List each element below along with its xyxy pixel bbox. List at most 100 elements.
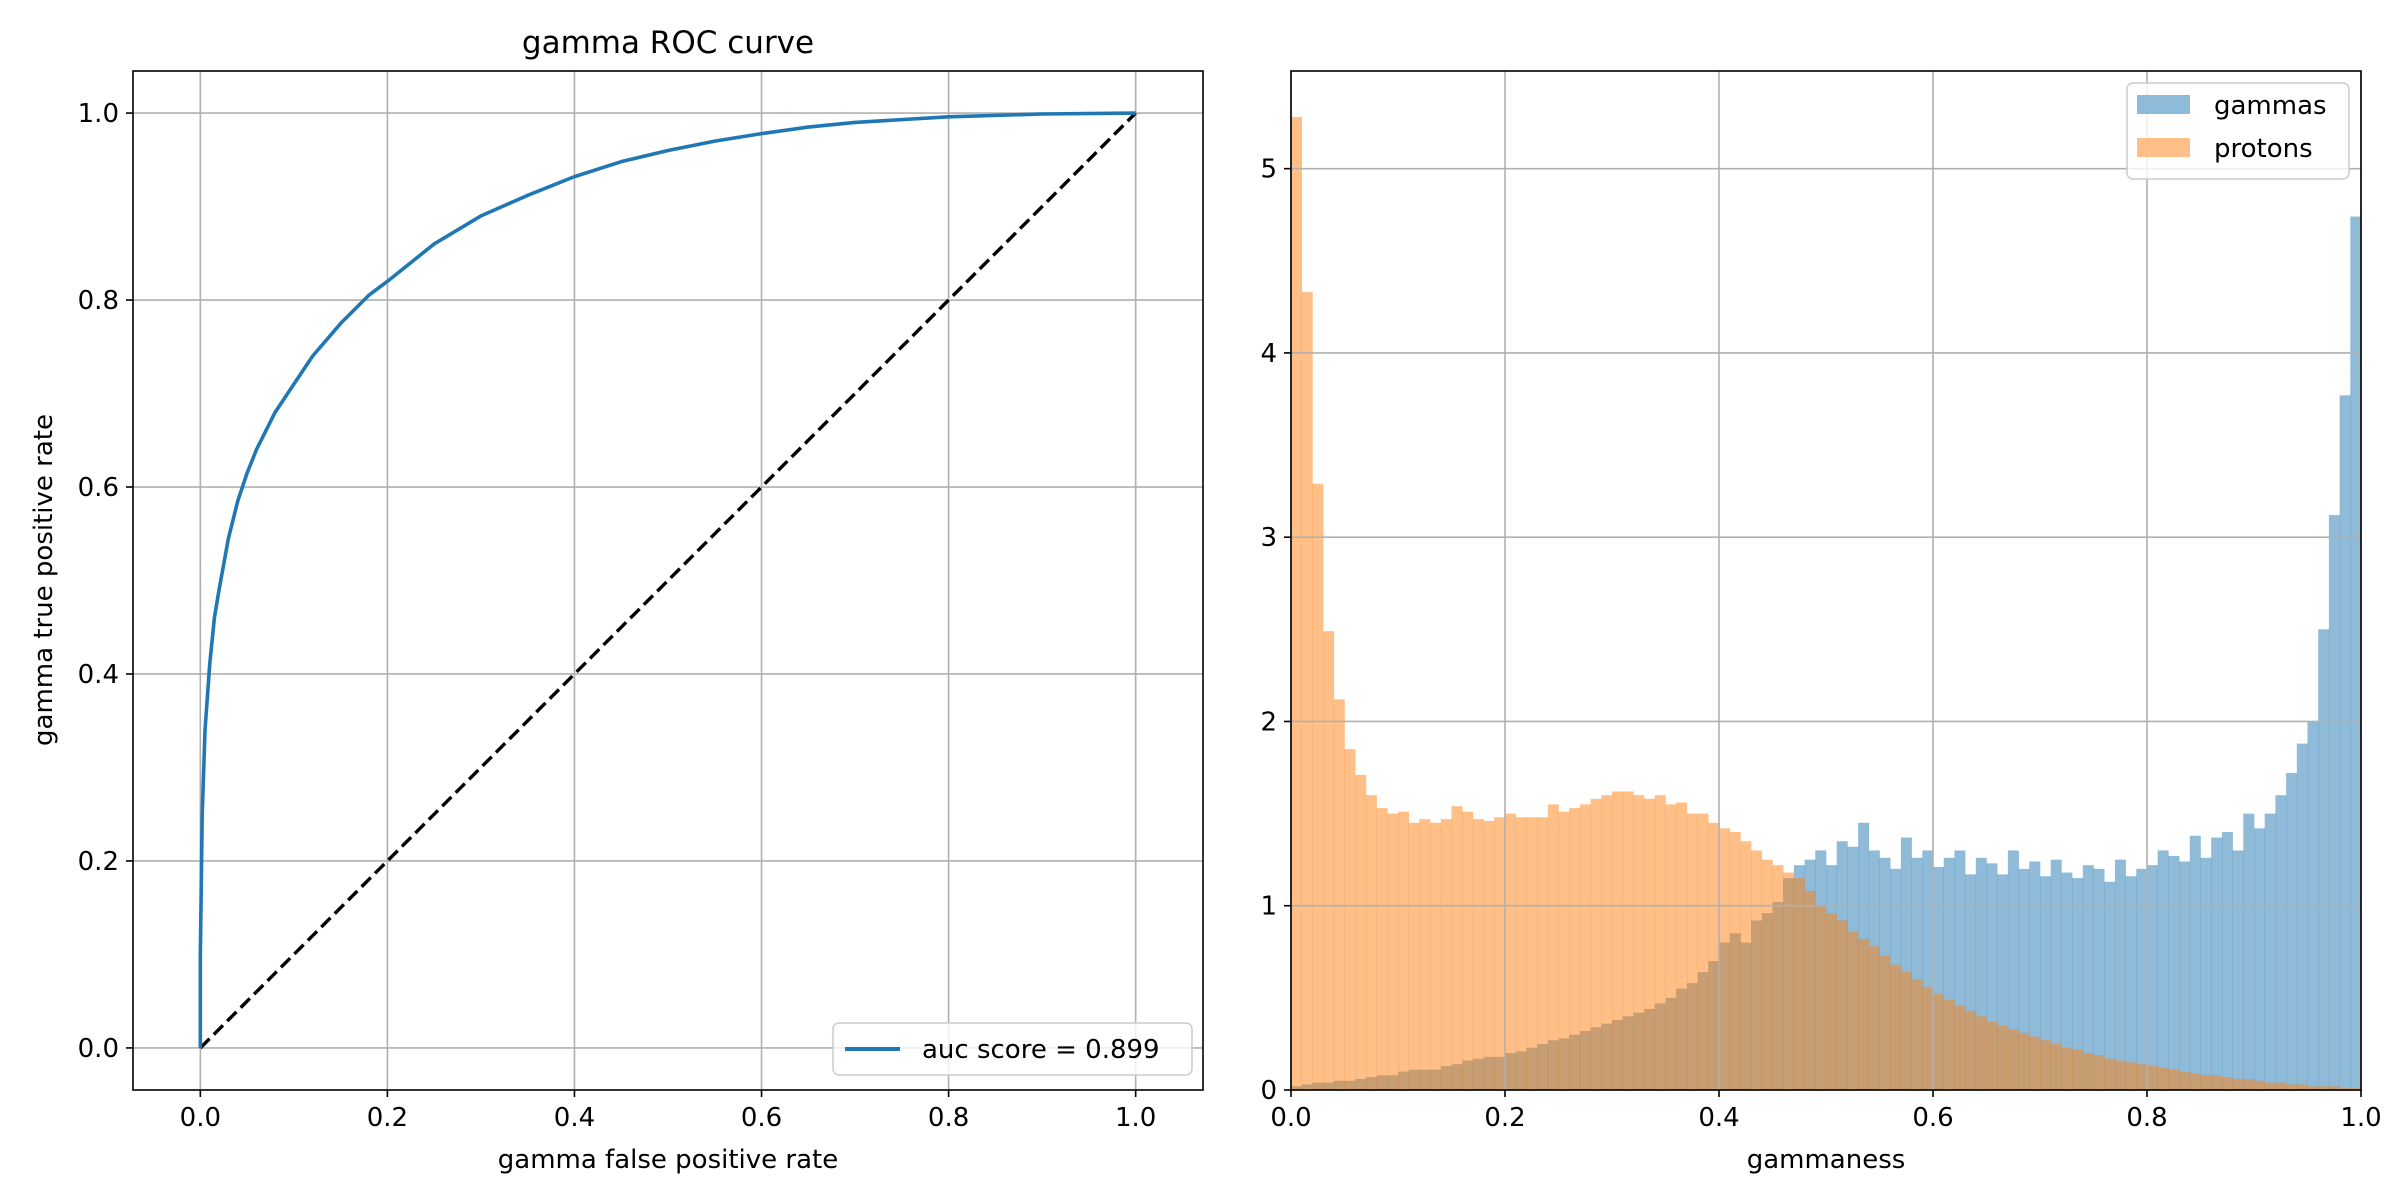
hist-bar-protons xyxy=(1965,1010,1977,1090)
hist-bar-gammas xyxy=(2147,865,2158,1090)
hist-bar-protons xyxy=(1291,117,1302,1091)
hist-bar-protons xyxy=(1440,819,1452,1090)
hist-bar-protons xyxy=(1494,817,1506,1090)
hist-plot-frame xyxy=(1290,70,2362,1091)
roc-y-tick-label: 0.6 xyxy=(78,473,119,503)
hist-bar-gammas xyxy=(2179,861,2191,1090)
hist-bar-gammas xyxy=(2286,773,2298,1090)
hist-bar-gammas xyxy=(2114,859,2126,1090)
hist-bar-protons xyxy=(1462,811,1474,1090)
roc-plot-frame xyxy=(132,70,1204,1091)
hist-bar-protons xyxy=(2050,1043,2062,1090)
hist-legend: gammas protons xyxy=(2126,82,2350,180)
hist-x-tick-label: 0.2 xyxy=(1484,1103,1525,1133)
hist-bar-protons xyxy=(1761,859,1773,1090)
hist-bar-protons xyxy=(2254,1080,2265,1090)
hist-bar-protons xyxy=(2018,1032,2030,1090)
hist-bar-protons xyxy=(1633,795,1645,1090)
hist-bar-protons xyxy=(2307,1086,2319,1090)
hist-bar-gammas xyxy=(2104,881,2116,1090)
hist-bar-protons xyxy=(2221,1077,2233,1090)
roc-series-layer xyxy=(198,111,1137,1050)
hist-bar-protons xyxy=(2093,1054,2105,1090)
roc-diagonal-line xyxy=(199,111,1137,1050)
hist-bar-protons xyxy=(1483,820,1495,1090)
hist-bar-gammas xyxy=(2243,813,2255,1090)
hist-bar-gammas xyxy=(2200,857,2212,1090)
hist-bar-protons xyxy=(1815,905,1827,1090)
roc-chart: 0.0 0.2 0.4 0.6 0.8 1.0 0.0 0.2 0.4 0.6 0.8 1.0 gam… xyxy=(29,25,1204,1175)
hist-bar-protons xyxy=(1355,774,1367,1090)
roc-x-axis-label: gamma false positive rate xyxy=(498,1145,838,1175)
hist-bar-protons xyxy=(2211,1075,2223,1090)
hist-bar-protons xyxy=(2082,1053,2094,1090)
hist-legend-swatch-gammas xyxy=(2137,95,2190,114)
hist-bar-protons xyxy=(1676,802,1688,1090)
hist-bar-gammas xyxy=(1954,850,1966,1090)
hist-bar-gammas xyxy=(2040,876,2051,1090)
hist-bar-protons xyxy=(1900,972,1912,1090)
roc-legend: auc score = 0.899 xyxy=(832,1022,1193,1076)
roc-y-tick-label: 0.0 xyxy=(78,1034,119,1064)
hist-bar-protons xyxy=(1408,822,1420,1090)
hist-bar-gammas xyxy=(2318,629,2330,1090)
hist-bar-protons xyxy=(1451,806,1463,1090)
hist-bar-gammas xyxy=(1986,863,1998,1090)
hist-bar-gammas xyxy=(2189,835,2201,1090)
hist-bar-gammas xyxy=(2254,828,2265,1090)
hist-x-tick-label: 0.8 xyxy=(2126,1103,2167,1133)
hist-bar-protons xyxy=(2200,1075,2212,1090)
hist-bar-protons xyxy=(1868,946,1880,1090)
hist-bar-protons xyxy=(2136,1064,2148,1090)
hist-bar-protons xyxy=(1505,813,1516,1090)
hist-y-tick-label: 2 xyxy=(1260,707,1277,737)
roc-x-tick-label: 0.4 xyxy=(554,1103,595,1133)
hist-bar-protons xyxy=(2243,1078,2255,1090)
hist-bar-gammas xyxy=(1943,857,1955,1090)
hist-legend-swatch-protons xyxy=(2137,138,2190,157)
hist-bar-protons xyxy=(1387,813,1399,1090)
hist-bar-gammas xyxy=(2061,872,2073,1090)
hist-bar-gammas xyxy=(2168,855,2180,1090)
hist-bar-gammas xyxy=(2136,868,2148,1090)
roc-chart-title: gamma ROC curve xyxy=(522,25,814,61)
hist-bar-protons xyxy=(1301,292,1313,1090)
hist-bar-protons xyxy=(2157,1067,2169,1090)
roc-x-tick-label: 1.0 xyxy=(1115,1103,1156,1133)
hist-bar-protons xyxy=(1826,913,1837,1090)
hist-bar-protons xyxy=(1686,813,1698,1090)
hist-bar-protons xyxy=(1644,798,1656,1090)
hist-x-tick-label: 1.0 xyxy=(2340,1103,2381,1133)
hist-legend-label-gammas: gammas xyxy=(2214,91,2327,121)
hist-bar-gammas xyxy=(2339,395,2351,1090)
hist-bar-protons xyxy=(1719,828,1730,1090)
hist-y-tick-label: 3 xyxy=(1260,523,1277,553)
hist-bar-protons xyxy=(2328,1086,2340,1090)
hist-bar-protons xyxy=(1847,931,1859,1090)
hist-bar-gammas xyxy=(2018,868,2030,1090)
hist-y-tick-label: 0 xyxy=(1260,1076,1277,1106)
hist-bar-protons xyxy=(1729,832,1741,1090)
roc-grid xyxy=(133,71,1203,1090)
hist-bar-protons xyxy=(2147,1066,2158,1090)
hist-bar-protons xyxy=(1997,1025,2009,1090)
hist-bar-protons xyxy=(1365,795,1377,1090)
hist-bar-protons xyxy=(2029,1036,2041,1090)
hist-bar-gammas xyxy=(1933,867,1944,1090)
hist-bar-protons xyxy=(1537,817,1549,1090)
hist-bar-protons xyxy=(1547,804,1559,1090)
hist-bar-gammas xyxy=(2221,832,2233,1090)
hist-bar-protons xyxy=(2286,1084,2298,1090)
hist-bar-protons xyxy=(1740,841,1752,1090)
hist-bar-protons xyxy=(1376,808,1388,1090)
hist-x-tick-label: 0.6 xyxy=(1912,1103,1953,1133)
hist-bar-protons xyxy=(1569,808,1581,1090)
roc-x-tick-label: 0.8 xyxy=(928,1103,969,1133)
hist-y-tick-label: 4 xyxy=(1260,339,1277,369)
hist-bar-protons xyxy=(1344,749,1356,1090)
hist-bar-protons xyxy=(1954,1005,1966,1090)
hist-bar-protons xyxy=(1772,865,1784,1090)
hist-bar-protons xyxy=(1419,819,1431,1090)
hist-bar-protons xyxy=(1472,819,1484,1090)
hist-bar-gammas xyxy=(2328,515,2340,1090)
